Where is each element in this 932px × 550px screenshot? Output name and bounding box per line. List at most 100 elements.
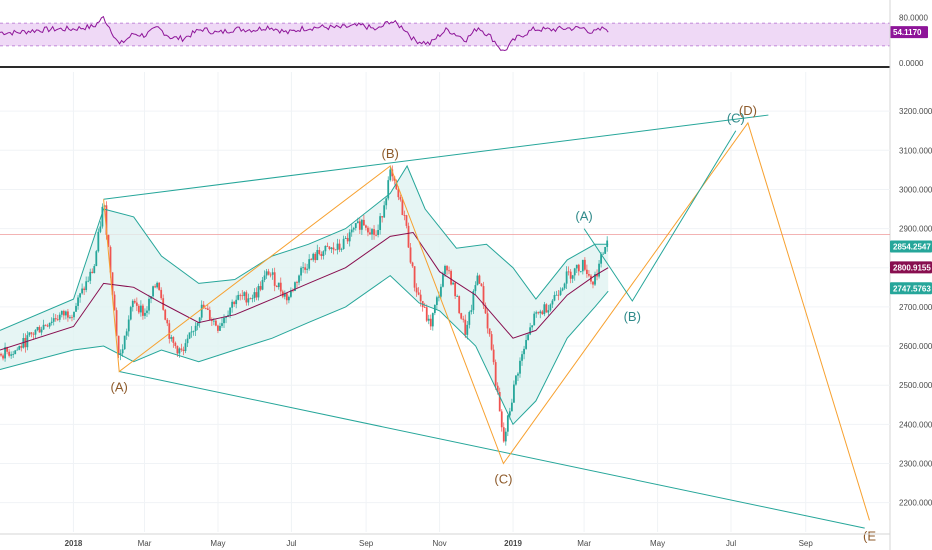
candle-body — [553, 295, 556, 301]
candle-body — [24, 337, 27, 348]
lower-band-line — [0, 274, 609, 426]
rsi-tick-label: 0.0000 — [899, 59, 924, 68]
candle-body — [144, 312, 146, 316]
wave-line-0 — [103, 121, 870, 521]
candle-body — [304, 267, 307, 270]
price-tag-label: 2800.9155 — [893, 263, 931, 272]
candle-body — [332, 247, 335, 250]
candle-body — [263, 275, 266, 280]
candle-body — [452, 282, 454, 285]
candle-body — [119, 353, 122, 355]
candle-body — [111, 272, 114, 295]
candle-body — [519, 360, 521, 374]
candle-body — [488, 328, 491, 335]
candle-body — [212, 320, 215, 322]
candle-body — [287, 296, 290, 301]
candle-body — [496, 385, 499, 393]
candle-body — [283, 293, 286, 297]
candle-body — [435, 297, 438, 305]
channel-line-0 — [103, 114, 769, 200]
candle-body — [308, 259, 311, 269]
price-tag-label: 2747.5763 — [893, 284, 931, 293]
candle-body — [350, 229, 353, 233]
candle-body — [458, 296, 461, 314]
candle-body — [586, 269, 588, 274]
candle-body — [0, 353, 2, 356]
candle-body — [448, 270, 450, 272]
wave-label: (C) — [494, 471, 512, 486]
candle-body — [466, 324, 469, 335]
wave-label: (B) — [382, 146, 399, 161]
price-tick-label: 2200.0000 — [899, 499, 932, 508]
candle-body — [223, 317, 225, 324]
candle-body — [133, 300, 136, 303]
channel-lines — [103, 114, 865, 529]
candle-body — [373, 229, 375, 235]
candle-body — [336, 243, 339, 250]
time-tick-label: May — [210, 539, 225, 548]
candle-body — [338, 243, 341, 250]
candle-body — [492, 349, 495, 363]
candle-body — [401, 199, 404, 216]
candle-body — [474, 285, 477, 292]
wave-label: (D) — [739, 103, 757, 118]
candle-body — [344, 237, 347, 239]
candle-body — [156, 282, 159, 288]
candle-body — [137, 305, 140, 313]
candle-body — [269, 274, 272, 276]
candle-body — [565, 271, 568, 284]
candle-body — [375, 234, 377, 236]
candle-body — [383, 205, 386, 218]
candle-body — [502, 427, 505, 442]
candle-body — [478, 275, 481, 284]
candle-body — [358, 221, 361, 230]
candle-body — [298, 275, 300, 283]
candle-body — [67, 311, 69, 318]
candle-body — [60, 310, 63, 315]
candle-body — [592, 281, 594, 285]
candle-body — [405, 215, 408, 226]
time-tick-label: Jul — [726, 539, 736, 548]
wave-line-1 — [583, 130, 737, 302]
candle-body — [186, 338, 189, 344]
candle-body — [279, 282, 282, 292]
rsi-value-tag-label: 54.1170 — [893, 28, 922, 37]
candle-body — [594, 273, 596, 285]
candle-body — [200, 304, 203, 318]
candle-body — [247, 298, 250, 303]
rsi-line — [0, 15, 609, 52]
price-tag-bg — [890, 240, 932, 253]
candle-body — [190, 331, 193, 333]
price-tag-label: 2854.2547 — [893, 243, 931, 252]
candle-body — [573, 268, 576, 276]
candle-body — [559, 290, 562, 295]
candle-body — [588, 273, 590, 276]
candle-body — [423, 306, 426, 308]
candle-body — [346, 237, 349, 242]
candle-body — [294, 282, 296, 291]
candle-body — [393, 176, 396, 181]
candle-body — [381, 216, 384, 218]
candle-body — [87, 280, 90, 282]
time-axis: 2018 Mar May Jul Sep Nov 2019 Mar May Jul Sep — [0, 533, 890, 548]
bollinger-fill — [0, 166, 609, 425]
candle-body — [265, 271, 268, 276]
candle-body — [425, 307, 428, 321]
price-tick-label: 2700.0000 — [899, 303, 932, 312]
candle-body — [549, 304, 552, 311]
candle-body — [397, 189, 400, 198]
candle-body — [261, 279, 264, 290]
price-tick-label: 2900.0000 — [899, 225, 932, 234]
candle-body — [18, 346, 21, 350]
candle-body — [409, 247, 412, 263]
candle-body — [36, 326, 39, 330]
time-tick-label: Mar — [138, 539, 152, 548]
price-tick-label: 2600.0000 — [899, 342, 932, 351]
candle-body — [403, 215, 406, 216]
candle-body — [56, 319, 59, 321]
candle-body — [271, 272, 274, 275]
candle-body — [385, 198, 388, 206]
wave-label: (A) — [111, 379, 128, 394]
candle-body — [482, 286, 485, 306]
